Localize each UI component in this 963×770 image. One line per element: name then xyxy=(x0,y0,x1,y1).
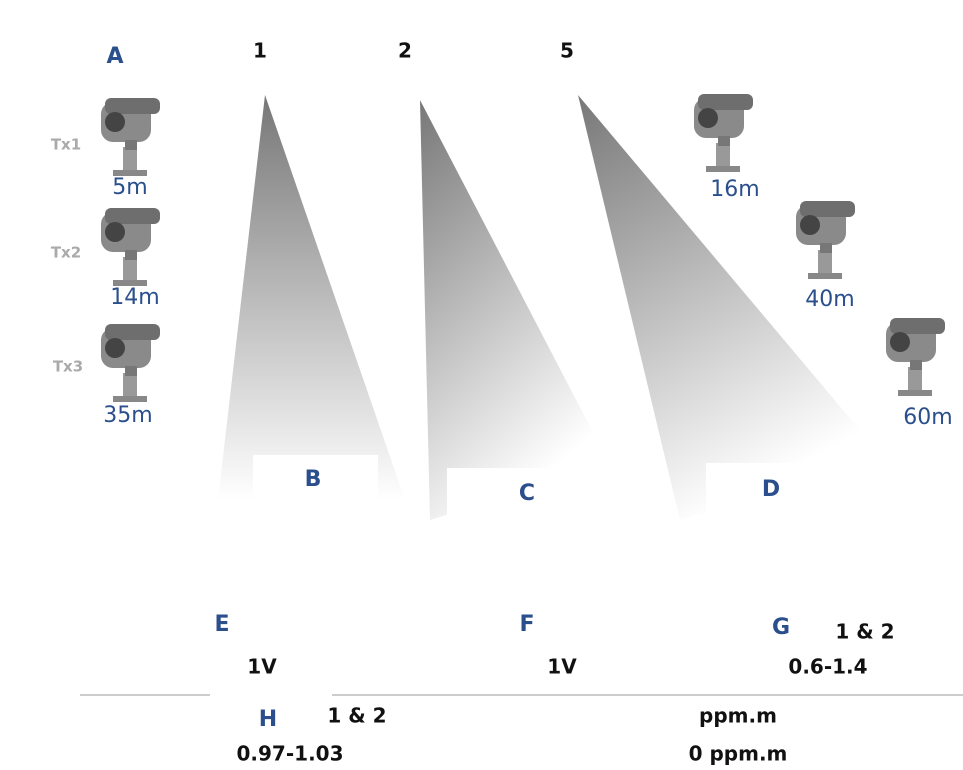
zone-box xyxy=(706,463,841,523)
beam-label: 2 xyxy=(398,39,412,63)
beam xyxy=(420,100,610,520)
zone-label: D xyxy=(762,477,780,502)
beam-label: 1 xyxy=(253,39,267,63)
camera xyxy=(101,98,160,176)
camera xyxy=(886,318,945,396)
camera xyxy=(694,94,753,172)
camera xyxy=(796,201,855,279)
distance: 16m xyxy=(710,177,759,202)
readout-sub: 1 & 2 xyxy=(835,620,894,644)
zone-box xyxy=(253,455,378,510)
distance: 5m xyxy=(112,175,147,200)
readout-value: 0 ppm.m xyxy=(689,742,788,766)
label: A xyxy=(106,44,123,69)
beams xyxy=(218,95,885,523)
camera xyxy=(101,208,160,286)
zone-box xyxy=(447,468,607,523)
beam xyxy=(578,95,885,520)
readout-label: H xyxy=(259,707,277,732)
readout-value: 1V xyxy=(547,655,577,679)
readout-value: 1V xyxy=(247,655,277,679)
zone-label: C xyxy=(519,481,535,506)
readout-sub: 1 & 2 xyxy=(327,704,386,728)
readout-label: F xyxy=(519,612,534,637)
readout-value: 0.97-1.03 xyxy=(237,742,344,766)
tx-name: Tx3 xyxy=(53,358,83,376)
tx-name: Tx1 xyxy=(51,136,81,154)
distance: 60m xyxy=(903,405,952,430)
camera xyxy=(101,324,160,402)
beam-label: 5 xyxy=(560,39,574,63)
readout-unit: ppm.m xyxy=(699,704,777,728)
readout-label: E xyxy=(214,612,229,637)
distance: 14m xyxy=(110,285,159,310)
tx-name: Tx2 xyxy=(51,244,81,262)
distance: 40m xyxy=(805,287,854,312)
readout-value: 0.6-1.4 xyxy=(788,655,867,679)
beam xyxy=(218,95,405,500)
readout-label: G xyxy=(772,615,790,640)
zone-label: B xyxy=(305,467,322,492)
distance: 35m xyxy=(103,403,152,428)
